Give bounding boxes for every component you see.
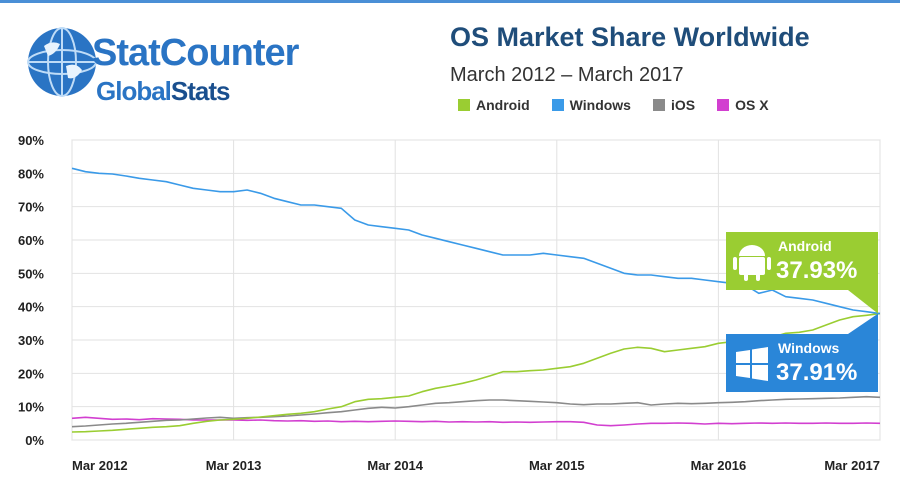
chart-legend: Android Windows iOS OS X	[458, 97, 769, 113]
legend-swatch-android	[458, 99, 470, 111]
x-tick-label: Mar 2013	[206, 458, 262, 473]
top-accent-line	[0, 0, 900, 3]
legend-label-windows: Windows	[569, 97, 631, 113]
y-tick-label: 90%	[18, 133, 44, 148]
chart-title: OS Market Share Worldwide	[450, 22, 810, 52]
callout-android: Android 37.93%	[726, 232, 878, 314]
callout-label: Android	[778, 238, 832, 254]
callout-value: 37.93%	[776, 257, 857, 284]
callout-windows: Windows 37.91%	[726, 313, 878, 392]
series-line-ios	[71, 395, 881, 428]
legend-item-windows: Windows	[551, 97, 631, 113]
callout-label: Windows	[778, 340, 840, 356]
legend-swatch-osx	[717, 99, 730, 111]
legend-label-ios: iOS	[670, 97, 696, 113]
y-tick-label: 10%	[18, 400, 44, 415]
y-tick-label: 70%	[18, 200, 44, 215]
callout-pointer	[848, 313, 878, 334]
globe-icon	[27, 27, 97, 97]
series-line-os-x	[71, 416, 881, 427]
y-tick-label: 0%	[25, 433, 44, 448]
statcounter-logo: StatCounter GlobalStats	[22, 18, 402, 113]
android-icon	[733, 245, 771, 281]
y-tick-label: 20%	[18, 366, 44, 381]
callout-box	[726, 232, 878, 290]
legend-label-android: Android	[476, 97, 530, 113]
brand-name: StatCounter	[92, 32, 299, 74]
x-tick-label: Mar 2016	[691, 458, 747, 473]
legend-label-osx: OS X	[735, 97, 769, 113]
chart-subtitle: March 2012 – March 2017	[450, 64, 684, 86]
windows-icon	[736, 347, 768, 381]
legend-item-ios: iOS	[652, 97, 696, 113]
legend-item-osx: OS X	[717, 97, 769, 113]
x-tick-label: Mar 2015	[529, 458, 585, 473]
x-tick-label: Mar 2014	[367, 458, 423, 473]
y-tick-label: 80%	[18, 166, 44, 181]
legend-swatch-ios	[652, 99, 665, 111]
brand-subtitle: GlobalStats	[96, 76, 230, 106]
x-tick-label: Mar 2012	[72, 458, 128, 473]
y-tick-label: 60%	[18, 233, 44, 248]
y-tick-label: 30%	[18, 333, 44, 348]
x-tick-label: Mar 2017	[824, 458, 880, 473]
y-tick-label: 50%	[18, 266, 44, 281]
legend-item-android: Android	[458, 97, 530, 113]
legend-swatch-windows	[551, 99, 564, 111]
callout-pointer	[848, 290, 878, 314]
y-tick-label: 40%	[18, 300, 44, 315]
callout-value: 37.91%	[776, 359, 857, 386]
